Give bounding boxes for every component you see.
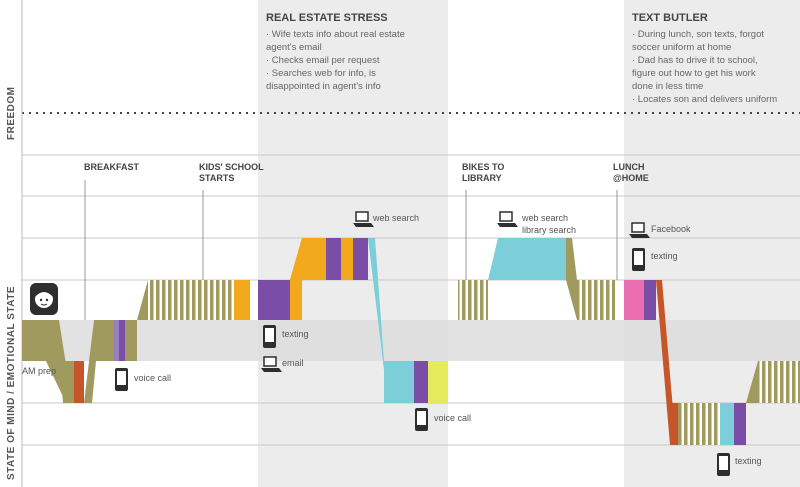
segment-lilac bbox=[114, 320, 119, 361]
story-real-estate-line: · Wife texts info about real estate bbox=[266, 29, 405, 40]
phone-icon bbox=[415, 408, 428, 431]
neutral-band bbox=[22, 320, 800, 361]
laptop-icon bbox=[629, 222, 650, 238]
story-butler-line: · During lunch, son texts, forgot bbox=[632, 29, 764, 40]
story-real-estate-line: · Checks email per request bbox=[266, 55, 380, 66]
event-school-line-1: KIDS' SCHOOL bbox=[199, 162, 264, 172]
phone-icon bbox=[115, 368, 128, 391]
segment-pink bbox=[624, 280, 644, 320]
segment-cyan bbox=[720, 403, 734, 445]
segment-striped bbox=[678, 403, 720, 445]
phone-icon bbox=[263, 325, 276, 348]
event-bikes-line-2: LIBRARY bbox=[462, 173, 502, 183]
segment-striped bbox=[458, 280, 488, 320]
segment-striped bbox=[758, 361, 800, 403]
story-real-estate: REAL ESTATE STRESS · Wife texts info abo… bbox=[266, 12, 405, 92]
segment-orange bbox=[290, 280, 302, 320]
segment-olive bbox=[94, 320, 114, 361]
label-texting: texting bbox=[735, 456, 762, 466]
event-breakfast: BREAKFAST bbox=[84, 162, 140, 172]
label-email: email bbox=[282, 358, 304, 368]
segment-purple bbox=[326, 238, 341, 280]
label-web-search: web search bbox=[521, 213, 568, 223]
story-butler-line: soccer uniform at home bbox=[632, 42, 731, 53]
segment-rust bbox=[670, 403, 678, 445]
segment-striped bbox=[577, 280, 615, 320]
journey-path bbox=[22, 238, 800, 445]
event-school-line-2: STARTS bbox=[199, 173, 234, 183]
event-markers bbox=[84, 180, 618, 320]
story-butler-title: TEXT BUTLER bbox=[632, 12, 708, 24]
label-library-search: library search bbox=[522, 225, 576, 235]
freedom-axis-label: FREEDOM bbox=[6, 87, 17, 141]
segment-purple bbox=[734, 403, 746, 445]
label-am-prep: AM prep bbox=[22, 366, 56, 376]
label-texting: texting bbox=[651, 251, 678, 261]
laptop-icon bbox=[261, 356, 282, 372]
segment-rise bbox=[746, 361, 758, 403]
story-real-estate-line: · Searches web for info, is bbox=[266, 68, 376, 79]
story-real-estate-line: disappointed in agent's info bbox=[266, 81, 381, 92]
phone-icon bbox=[717, 453, 730, 476]
laptop-icon bbox=[497, 211, 518, 227]
label-voice-call: voice call bbox=[434, 413, 471, 423]
segment-olive bbox=[64, 361, 74, 403]
label-texting: texting bbox=[282, 329, 309, 339]
story-real-estate-title: REAL ESTATE STRESS bbox=[266, 12, 388, 24]
segment-purple bbox=[644, 280, 656, 320]
segment-olive-drop bbox=[566, 238, 577, 320]
story-butler-line: · Dad has to drive it to school, bbox=[632, 55, 758, 66]
segment-cyan bbox=[498, 238, 566, 280]
event-bikes-line-1: BIKES TO bbox=[462, 162, 504, 172]
story-butler-line: · Locates son and delivers uniform bbox=[632, 94, 777, 105]
activity-labels: AM prep voice call texting email web sea… bbox=[22, 213, 762, 466]
phone-icon bbox=[632, 248, 645, 271]
segment-lime bbox=[428, 361, 448, 403]
segment-cyan bbox=[384, 361, 414, 403]
segment-rise bbox=[137, 280, 148, 320]
story-butler-line: figure out how to get his work bbox=[632, 68, 756, 79]
story-real-estate-line: agent's email bbox=[266, 42, 322, 53]
segment-rust bbox=[74, 361, 84, 403]
segment-drop bbox=[56, 320, 66, 403]
segment-orange bbox=[302, 238, 326, 280]
laptop-icon bbox=[353, 211, 374, 227]
event-lunch-line-1: LUNCH bbox=[613, 162, 645, 172]
label-web-search: web search bbox=[372, 213, 419, 223]
person-face-icon bbox=[30, 283, 58, 315]
label-facebook: Facebook bbox=[651, 224, 691, 234]
story-butler-line: done in less time bbox=[632, 81, 703, 92]
segment-purple bbox=[258, 280, 290, 320]
segment-purple bbox=[119, 320, 125, 361]
state-axis-label: STATE OF MIND / EMOTIONAL STATE bbox=[6, 286, 17, 480]
segment-purple bbox=[353, 238, 368, 280]
segment-orange bbox=[234, 280, 250, 320]
label-voice-call: voice call bbox=[134, 373, 171, 383]
segment-purple bbox=[414, 361, 428, 403]
segment-orange bbox=[341, 238, 353, 280]
segment-cyan-rise bbox=[488, 238, 498, 280]
story-text-butler: TEXT BUTLER · During lunch, son texts, f… bbox=[632, 12, 777, 105]
segment-striped bbox=[148, 280, 234, 320]
segment-olive bbox=[125, 320, 137, 361]
event-lunch-line-2: @HOME bbox=[613, 173, 649, 183]
